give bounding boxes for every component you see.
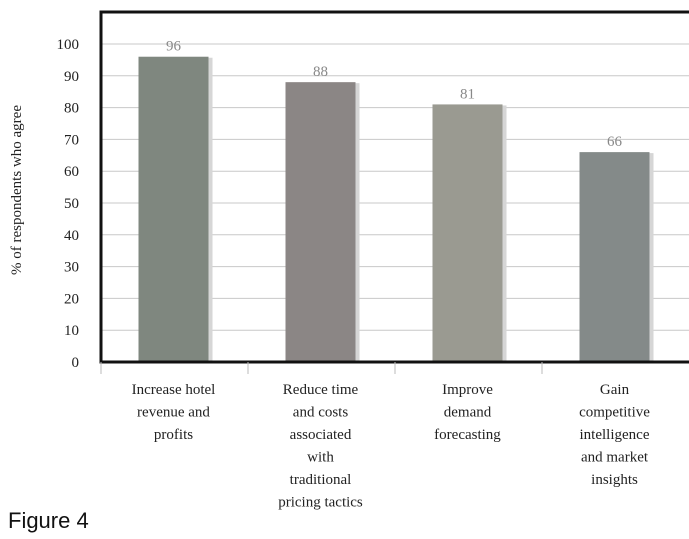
- figure-caption: Figure 4: [8, 508, 89, 533]
- category-label-line: competitive: [579, 405, 650, 421]
- axes: [99, 10, 689, 364]
- category-label: Increase hotel revenue and profits: [132, 382, 216, 443]
- x-tick-marks: [100, 362, 543, 374]
- category-label: Gain competitive intelligence and market ins…: [579, 382, 650, 488]
- data-label: 66: [607, 134, 623, 150]
- y-tick-label: 0: [72, 355, 80, 371]
- y-tick-label: 80: [64, 101, 79, 117]
- y-tick-label: 20: [64, 291, 79, 307]
- category-label-line: with: [307, 450, 334, 466]
- y-axis-title: % of respondents who agree: [9, 105, 25, 275]
- y-tick-label: 100: [57, 37, 80, 53]
- bar: [579, 152, 650, 362]
- category-label-line: pricing tactics: [278, 495, 363, 511]
- category-label-line: intelligence: [580, 427, 650, 443]
- y-tick-label: 60: [64, 164, 79, 180]
- y-tick-label: 10: [64, 323, 79, 339]
- category-label-line: and costs: [293, 405, 349, 421]
- y-tick-label: 30: [64, 260, 79, 276]
- category-label-line: revenue and: [137, 405, 210, 421]
- category-label-line: profits: [154, 427, 193, 443]
- bar: [432, 104, 503, 363]
- category-label-line: associated: [290, 427, 352, 443]
- category-label-line: forecasting: [434, 427, 501, 443]
- y-tick-label: 40: [64, 228, 79, 244]
- y-tick-label: 50: [64, 196, 79, 212]
- category-label-line: demand: [444, 405, 492, 421]
- data-label: 88: [313, 64, 328, 80]
- data-label: 96: [166, 39, 182, 55]
- bars: 96 88 81 66: [138, 39, 654, 363]
- bar: [285, 82, 356, 362]
- y-tick-labels: 0 10 20 30 40 50 60 70 80 90 100: [57, 37, 80, 371]
- bar: [138, 56, 209, 362]
- category-label-line: and market: [581, 450, 649, 466]
- category-label: Reduce time and costs associated with tradit…: [278, 382, 363, 511]
- category-label-line: Improve: [442, 382, 493, 398]
- category-label: Improve demand forecasting: [434, 382, 501, 443]
- category-label-line: insights: [591, 472, 638, 488]
- category-labels: Increase hotel revenue and profits Reduce t…: [132, 382, 651, 511]
- y-tick-label: 90: [64, 69, 79, 85]
- category-label-line: Gain: [600, 382, 630, 398]
- data-label: 81: [460, 86, 475, 102]
- category-label-line: Increase hotel: [132, 382, 216, 398]
- category-label-line: Reduce time: [283, 382, 359, 398]
- category-label-line: traditional: [290, 472, 352, 488]
- y-tick-label: 70: [64, 132, 79, 148]
